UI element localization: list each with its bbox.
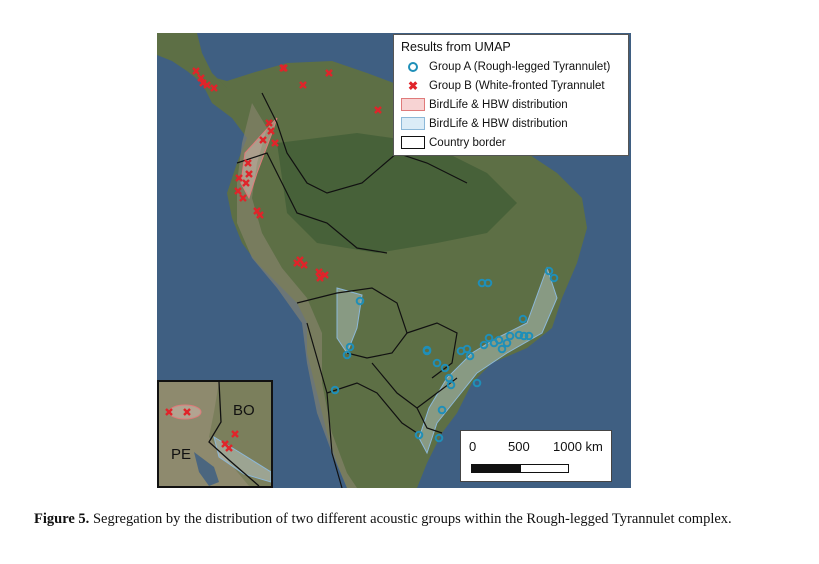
group-b-point bbox=[265, 119, 273, 127]
group-b-point bbox=[239, 194, 247, 202]
group-a-point bbox=[456, 346, 466, 356]
central-america-land bbox=[157, 33, 227, 95]
inset-group-b-points bbox=[165, 408, 239, 452]
group-a-point bbox=[483, 278, 493, 288]
group-b-point bbox=[234, 187, 242, 195]
group-a-point bbox=[446, 380, 456, 390]
group-a-point bbox=[519, 331, 529, 341]
border-swatch-icon bbox=[401, 136, 425, 149]
group-b-point bbox=[299, 81, 307, 89]
group-a-point bbox=[342, 350, 352, 360]
caption-label: Figure 5. bbox=[34, 511, 90, 527]
group-b-point bbox=[244, 159, 252, 167]
group-b-point bbox=[321, 271, 329, 279]
blue-range-swatch-icon bbox=[401, 117, 425, 130]
group-a-point bbox=[544, 266, 554, 276]
group-a-point bbox=[472, 378, 482, 388]
group-b-point bbox=[242, 179, 250, 187]
legend-row-group-b: ✖ Group B (White-fronted Tyrannulet bbox=[401, 76, 621, 95]
inset-map: BO PE bbox=[157, 380, 273, 488]
group-b-point bbox=[315, 268, 323, 276]
group-b-point bbox=[296, 256, 304, 264]
group-a-point bbox=[505, 331, 515, 341]
inset-canvas bbox=[159, 382, 271, 486]
scale-segment-white bbox=[520, 464, 569, 473]
x-marker-icon: ✖ bbox=[407, 78, 419, 93]
figure-caption: Figure 5. Segregation by the distributio… bbox=[34, 509, 794, 529]
inset-group-b-point bbox=[231, 430, 239, 438]
legend-row-range-blue: BirdLife & HBW distribution bbox=[401, 114, 621, 133]
group-b-point bbox=[259, 136, 267, 144]
group-a-point bbox=[497, 344, 507, 354]
group-a-point bbox=[437, 405, 447, 415]
caption-text: Segregation by the distribution of two d… bbox=[92, 511, 732, 527]
legend-label-range-red: BirdLife & HBW distribution bbox=[429, 98, 568, 111]
group-a-point bbox=[489, 338, 499, 348]
group-b-point bbox=[192, 67, 200, 75]
andes-range-red bbox=[240, 117, 278, 200]
group-a-point bbox=[432, 358, 442, 368]
legend-row-border: Country border bbox=[401, 133, 621, 152]
group-a-point bbox=[330, 385, 340, 395]
scale-label-500: 500 bbox=[508, 439, 530, 454]
group-a-points bbox=[330, 266, 559, 443]
legend-title: Results from UMAP bbox=[401, 40, 511, 54]
andes-highland bbox=[237, 103, 357, 488]
red-range-swatch-icon bbox=[401, 98, 425, 111]
group-b-point bbox=[197, 74, 205, 82]
group-a-point bbox=[484, 333, 494, 343]
group-a-point bbox=[524, 331, 534, 341]
scale-segment-black bbox=[471, 464, 520, 473]
legend-label-border: Country border bbox=[429, 136, 506, 149]
country-borders bbox=[236, 92, 468, 488]
group-a-point bbox=[345, 342, 355, 352]
group-a-point bbox=[414, 430, 424, 440]
group-a-point bbox=[434, 433, 444, 443]
group-b-point bbox=[199, 79, 207, 87]
scale-bar: 0 500 1000 km bbox=[460, 430, 612, 482]
group-a-point bbox=[355, 296, 365, 306]
group-b-point bbox=[271, 139, 279, 147]
group-a-point bbox=[502, 338, 512, 348]
circle-marker-icon bbox=[401, 61, 425, 72]
group-a-point bbox=[549, 273, 559, 283]
group-b-point bbox=[210, 84, 218, 92]
map-legend: Results from UMAP Group A (Rough-legged … bbox=[393, 34, 629, 156]
group-a-point bbox=[440, 363, 450, 373]
legend-label-group-b: Group B (White-fronted Tyrannulet bbox=[429, 79, 605, 92]
group-b-point bbox=[235, 174, 243, 182]
group-b-point bbox=[374, 106, 382, 114]
group-a-point bbox=[514, 330, 524, 340]
andes-range-blue bbox=[336, 287, 363, 355]
amazon-lowland bbox=[277, 133, 517, 253]
group-a-point bbox=[465, 351, 475, 361]
legend-row-group-a: Group A (Rough-legged Tyrannulet) bbox=[401, 57, 621, 76]
group-a-point bbox=[518, 314, 528, 324]
scale-label-0: 0 bbox=[469, 439, 477, 454]
group-a-point bbox=[422, 346, 432, 356]
inset-group-b-point bbox=[183, 408, 191, 416]
inset-label-peru: PE bbox=[171, 446, 192, 463]
legend-label-range-blue: BirdLife & HBW distribution bbox=[429, 117, 568, 130]
group-b-points bbox=[192, 64, 382, 282]
group-b-point bbox=[316, 274, 324, 282]
group-b-point bbox=[203, 81, 211, 89]
inset-label-bolivia: BO bbox=[233, 402, 255, 419]
group-b-point bbox=[279, 64, 287, 72]
group-b-point bbox=[245, 170, 253, 178]
legend-row-range-red: BirdLife & HBW distribution bbox=[401, 95, 621, 114]
inset-group-b-point bbox=[225, 444, 233, 452]
group-b-point bbox=[325, 69, 333, 77]
legend-label-group-a: Group A (Rough-legged Tyrannulet) bbox=[429, 60, 611, 73]
inset-group-b-point bbox=[165, 408, 173, 416]
group-b-point bbox=[256, 211, 264, 219]
group-a-point bbox=[479, 340, 489, 350]
scale-label-1000: 1000 km bbox=[553, 439, 603, 454]
group-b-point bbox=[267, 127, 275, 135]
